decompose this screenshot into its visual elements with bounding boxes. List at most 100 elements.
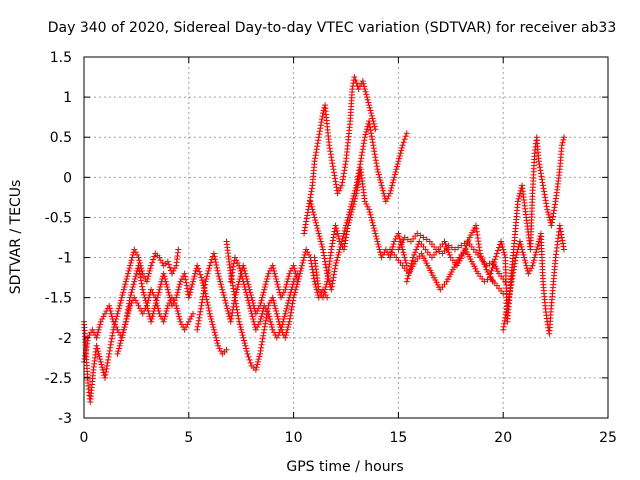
data-point: [114, 350, 121, 357]
data-point-fill: [258, 341, 265, 348]
x-tick-label: 10: [285, 430, 303, 446]
data-point: [345, 222, 352, 229]
data-point: [127, 294, 134, 301]
data-point-fill: [230, 288, 237, 295]
data-point-fill: [323, 281, 330, 288]
data-point-fill: [285, 297, 292, 304]
data-point-fill: [150, 310, 157, 317]
data-point: [328, 246, 335, 253]
data-point-fill: [154, 294, 161, 301]
data-point-fill: [328, 157, 335, 164]
data-point: [177, 278, 184, 285]
data-point-fill: [97, 356, 104, 363]
data-point: [286, 270, 293, 277]
data-point-fill: [372, 157, 379, 164]
data-point-fill: [273, 308, 280, 315]
data-point-fill: [312, 152, 319, 159]
data-point-fill: [275, 316, 282, 323]
data-point-fill: [491, 259, 498, 266]
data-point: [139, 286, 146, 293]
data-point-fill: [330, 234, 337, 241]
data-point: [366, 206, 373, 213]
data-point-fill: [352, 193, 359, 200]
data-point-fill: [300, 257, 307, 264]
data-point-fill: [239, 275, 246, 282]
data-point-fill: [142, 297, 149, 304]
data-point-fill: [368, 133, 375, 140]
data-point: [143, 278, 150, 285]
data-point-fill: [271, 270, 278, 277]
data-point-fill: [380, 251, 387, 258]
data-point-fill: [373, 160, 380, 167]
data-point-fill: [279, 321, 286, 328]
data-point-fill: [480, 258, 487, 265]
data-point-fill: [228, 272, 235, 279]
series-track-d: [194, 250, 301, 333]
data-point-fill: [543, 200, 550, 207]
data-point-fill: [213, 334, 220, 341]
data-point: [311, 214, 318, 221]
data-point-fill: [368, 112, 375, 119]
data-point-fill: [245, 297, 252, 304]
data-point-fill: [285, 273, 292, 280]
data-point: [273, 278, 280, 285]
data-point-fill: [239, 332, 246, 339]
data-point-fill: [327, 151, 334, 158]
data-point-fill: [136, 265, 143, 272]
data-point-fill: [246, 302, 253, 309]
data-point-fill: [538, 173, 545, 180]
data-point-fill: [176, 316, 183, 323]
data-point-fill: [151, 305, 158, 312]
data-point-fill: [203, 273, 210, 280]
data-point: [359, 78, 366, 85]
data-point: [261, 302, 268, 309]
data-point-fill: [125, 270, 132, 277]
data-point: [403, 130, 410, 137]
data-point-fill: [559, 139, 566, 146]
data-point-fill: [284, 326, 291, 333]
data-point-fill: [367, 107, 374, 114]
data-point-fill: [249, 313, 256, 320]
data-point-fill: [413, 246, 420, 253]
data-point-fill: [302, 224, 309, 231]
data-point-fill: [166, 294, 173, 301]
data-point: [477, 250, 484, 257]
data-point: [363, 94, 370, 101]
data-point: [374, 238, 381, 245]
data-point-fill: [316, 233, 323, 240]
data-point: [265, 270, 272, 277]
data-point-fill: [144, 305, 151, 312]
data-point: [265, 310, 272, 317]
data-point-fill: [528, 265, 535, 272]
data-point: [156, 310, 163, 317]
data-point-fill: [204, 302, 211, 309]
data-point-fill: [162, 310, 169, 317]
data-point-fill: [129, 286, 136, 293]
data-point-fill: [206, 265, 213, 272]
data-point-fill: [313, 222, 320, 229]
data-point-fill: [308, 203, 315, 210]
data-point-fill: [200, 290, 207, 297]
data-point-fill: [545, 211, 552, 218]
data-point: [244, 350, 251, 357]
series-track-m: [487, 134, 567, 325]
data-point-fill: [334, 254, 341, 261]
data-point-fill: [137, 274, 144, 281]
data-point: [460, 250, 467, 257]
data-point-fill: [409, 257, 416, 264]
data-point-fill: [238, 329, 245, 336]
data-point-fill: [141, 291, 148, 298]
data-point-fill: [332, 178, 339, 185]
data-point-fill: [331, 268, 338, 275]
data-point-fill: [330, 274, 337, 281]
data-point-fill: [344, 228, 351, 235]
data-point-fill: [161, 273, 168, 280]
data-point-fill: [184, 321, 191, 328]
data-point-fill: [162, 278, 169, 285]
data-point-fill: [541, 191, 548, 198]
data-point-fill: [400, 249, 407, 256]
data-point-fill: [365, 99, 372, 106]
data-point: [391, 238, 398, 245]
data-point-fill: [136, 257, 143, 264]
data-point-fill: [247, 305, 254, 312]
